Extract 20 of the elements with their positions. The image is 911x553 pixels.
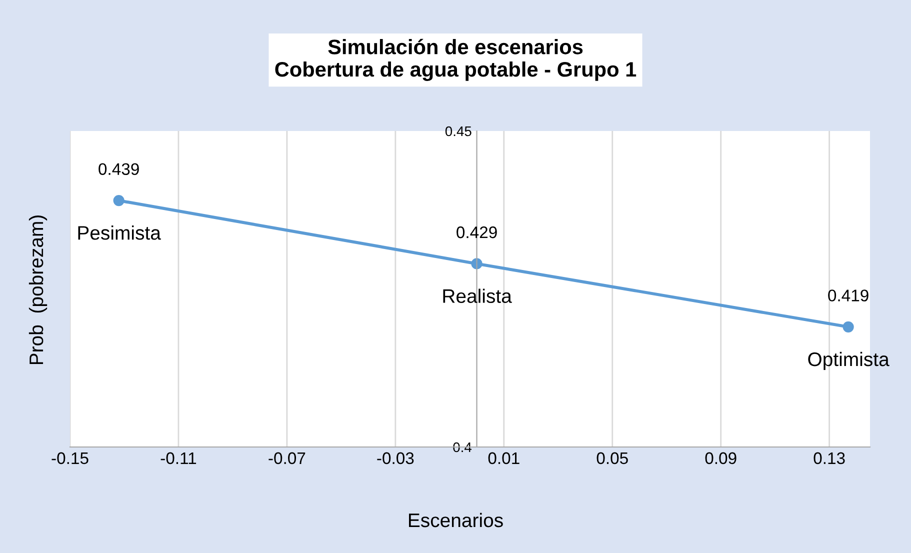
x-tick-label: 0.13 [814,452,845,464]
x-tick-label: 0.05 [596,452,628,464]
x-tick-label: -0.07 [268,452,306,464]
y-axis-title: Prob (pobrezam) [28,216,48,364]
x-tick-label: -0.03 [377,452,414,464]
annotation: Pesimista [78,226,161,240]
chart-title: Simulación de escenarios Cobertura de agua potable - Grupo 1 [275,38,636,81]
x-tick-label: 0.09 [705,452,736,464]
data-label: 0.419 [828,290,868,302]
annotation: Optimista [808,352,890,370]
x-tick-label: -0.11 [160,452,196,464]
x-axis-title: Escenarios [409,512,503,528]
annotation: Realista [443,288,512,304]
point [113,194,124,206]
data-label: 0.439 [98,163,139,176]
x-tick-label: -0.15 [52,452,88,464]
point [842,321,854,332]
x-tick-label: 0.01 [488,452,520,464]
data-label: 0.429 [456,226,497,238]
y-tick-label: 0.45 [445,126,472,136]
